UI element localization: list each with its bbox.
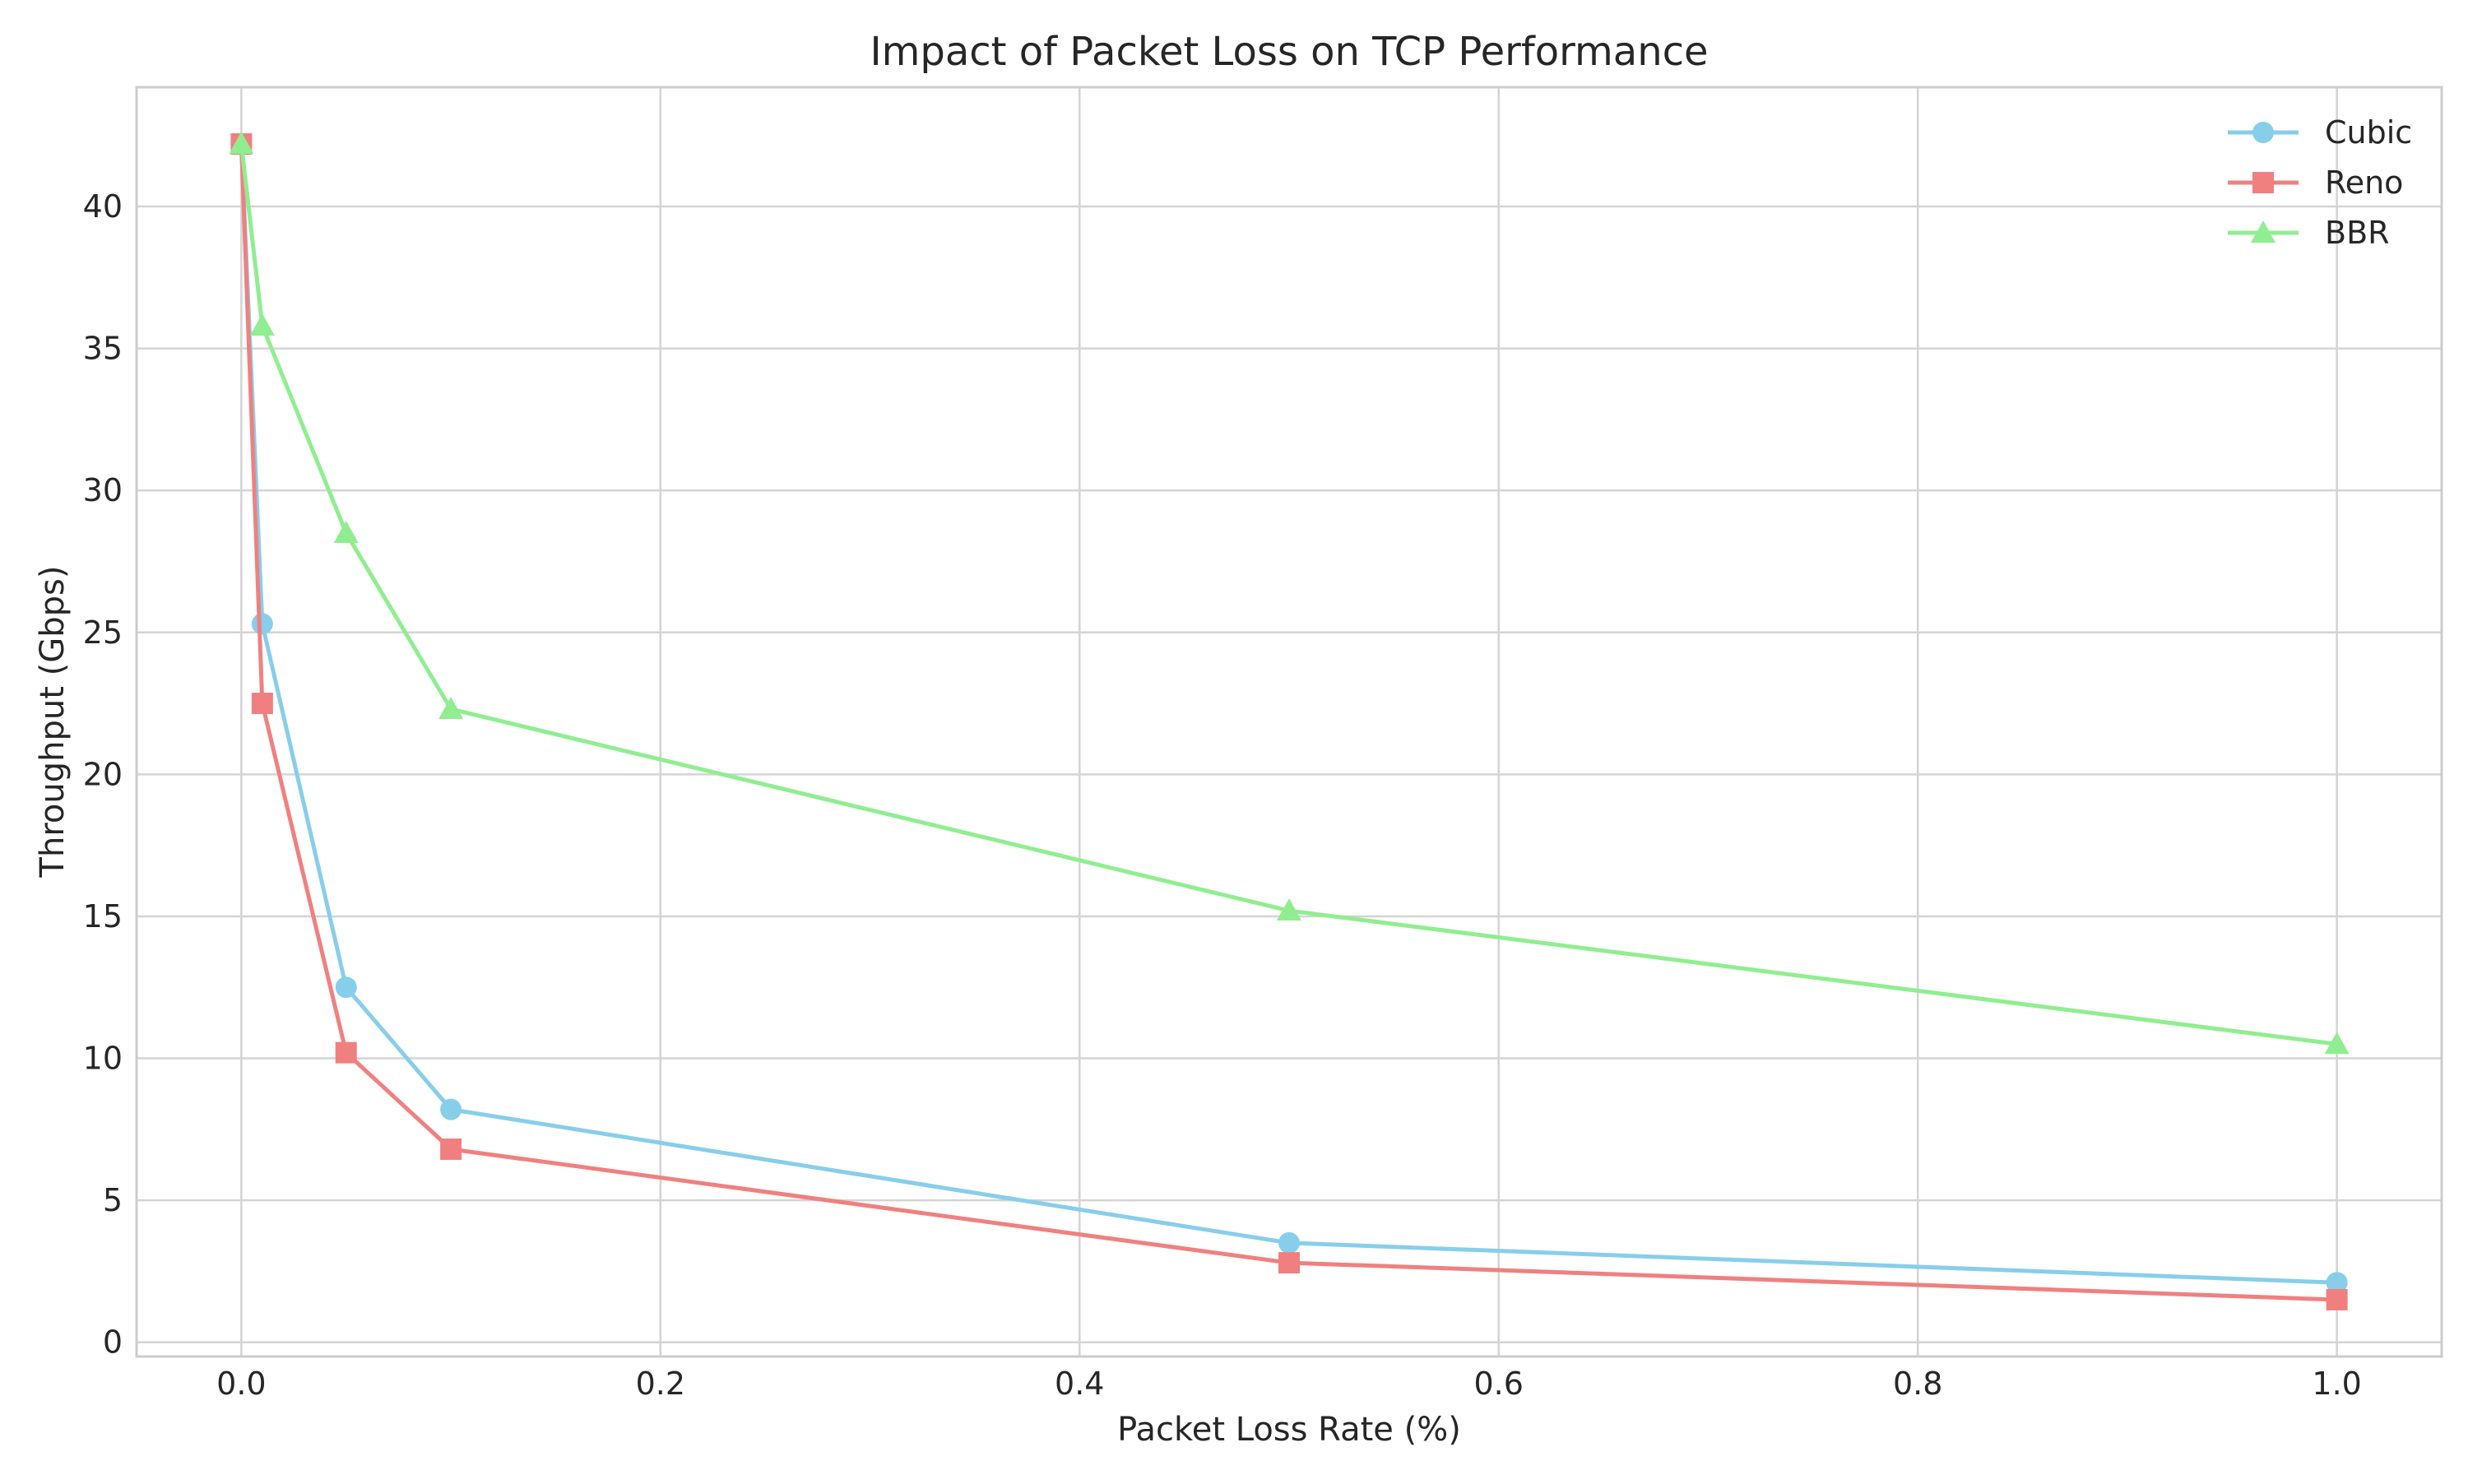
data-point-cubic bbox=[440, 1098, 462, 1120]
legend-marker-bbr bbox=[2251, 220, 2275, 243]
legend-label-bbr: BBR bbox=[2325, 215, 2390, 251]
x-tick-label: 0.4 bbox=[1055, 1366, 1104, 1402]
series-line-bbr bbox=[239, 143, 2337, 1046]
y-tick-label: 30 bbox=[83, 472, 123, 508]
series-cubic bbox=[230, 133, 2348, 1294]
legend-item-reno: Reno bbox=[2228, 165, 2403, 201]
data-point-bbr bbox=[1277, 898, 1301, 921]
grid bbox=[137, 87, 2442, 1356]
chart-title: Impact of Packet Loss on TCP Performance bbox=[870, 29, 1708, 75]
y-tick-label: 0 bbox=[103, 1324, 123, 1361]
y-tick-label: 20 bbox=[83, 756, 123, 792]
data-point-reno bbox=[440, 1139, 462, 1161]
data-point-bbr bbox=[2324, 1032, 2350, 1055]
data-point-cubic bbox=[251, 613, 273, 635]
legend-item-cubic: Cubic bbox=[2228, 114, 2412, 151]
x-tick-label: 0.2 bbox=[636, 1366, 685, 1402]
plot-frame bbox=[135, 86, 2443, 1358]
x-tick-labels: 0.0 0.2 0.4 0.6 0.8 1.0 bbox=[216, 1366, 2362, 1402]
data-point-reno bbox=[1278, 1252, 1300, 1274]
series-lines bbox=[229, 132, 2350, 1310]
y-tick-labels: 0 5 10 15 20 25 30 35 40 bbox=[83, 188, 123, 1361]
y-tick-label: 40 bbox=[83, 188, 123, 225]
y-tick-label: 5 bbox=[103, 1182, 123, 1218]
data-point-reno bbox=[251, 693, 273, 715]
y-tick-label: 10 bbox=[83, 1041, 123, 1077]
x-tick-label: 0.6 bbox=[1474, 1366, 1524, 1402]
y-tick-label: 35 bbox=[83, 331, 123, 367]
series-reno bbox=[230, 133, 2348, 1310]
legend-item-bbr: BBR bbox=[2228, 215, 2390, 251]
series-line-cubic bbox=[239, 143, 2337, 1285]
legend-marker-cubic bbox=[2252, 122, 2274, 143]
data-point-reno bbox=[2326, 1288, 2348, 1310]
data-point-cubic bbox=[2326, 1272, 2348, 1294]
data-point-reno bbox=[335, 1041, 357, 1064]
data-point-bbr bbox=[333, 520, 359, 543]
data-point-cubic bbox=[1278, 1231, 1300, 1254]
x-tick-label: 0.8 bbox=[1893, 1366, 1942, 1402]
series-bbr bbox=[229, 132, 2350, 1055]
data-point-cubic bbox=[335, 976, 357, 999]
y-tick-label: 25 bbox=[83, 614, 123, 651]
data-point-bbr bbox=[249, 313, 275, 336]
data-point-bbr bbox=[438, 696, 464, 719]
y-tick-label: 15 bbox=[83, 898, 123, 934]
y-axis-label: Throughput (Gbps) bbox=[34, 566, 72, 879]
legend: Cubic Reno BBR bbox=[2228, 114, 2412, 251]
x-axis-label: Packet Loss Rate (%) bbox=[1117, 1411, 1461, 1449]
data-point-bbr bbox=[229, 132, 254, 155]
legend-marker-reno bbox=[2252, 172, 2274, 193]
legend-label-cubic: Cubic bbox=[2325, 114, 2412, 151]
legend-label-reno: Reno bbox=[2325, 165, 2403, 201]
series-line-reno bbox=[239, 143, 2337, 1302]
x-tick-label: 1.0 bbox=[2312, 1366, 2361, 1402]
x-tick-label: 0.0 bbox=[216, 1366, 266, 1402]
